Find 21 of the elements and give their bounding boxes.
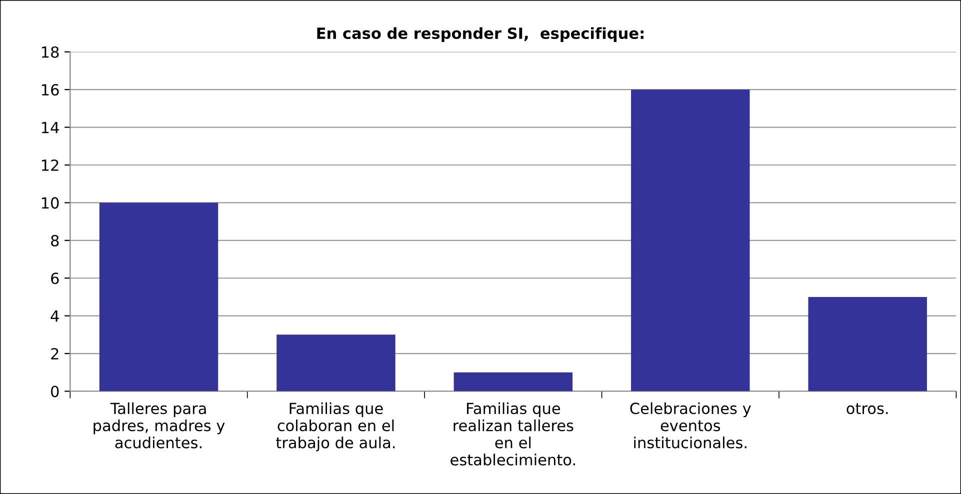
y-tick-label: 16: [42, 84, 59, 96]
bar: [631, 90, 750, 392]
y-tick-label: 4: [50, 310, 59, 322]
y-tick-label: 8: [51, 234, 59, 246]
bar: [276, 334, 396, 392]
chart-title: En caso de responder SI, especifique:: [317, 27, 644, 42]
y-tick-label: 10: [42, 197, 59, 209]
y-tick-label: 6: [51, 272, 59, 284]
bar: [99, 202, 218, 392]
x-tick-label: otros.: [846, 403, 888, 414]
x-tick-label: Familias que realizan talleres en el establecimiento.: [450, 402, 575, 466]
y-tick-label: 12: [42, 159, 58, 171]
bar: [454, 372, 573, 392]
y-tick-label: 0: [51, 386, 59, 398]
y-tick-label: 14: [42, 122, 59, 134]
x-tick-label: Familias que colaboran en el trabajo de aula.: [276, 402, 395, 452]
x-tick-label: Celebraciones y eventos institucionales.: [630, 402, 751, 448]
bar: [808, 296, 927, 392]
y-tick-label: 18: [42, 46, 59, 58]
x-tick-label: Talleres para padres, madres y acudientes.: [94, 402, 225, 448]
y-tick-label: 2: [51, 348, 58, 360]
